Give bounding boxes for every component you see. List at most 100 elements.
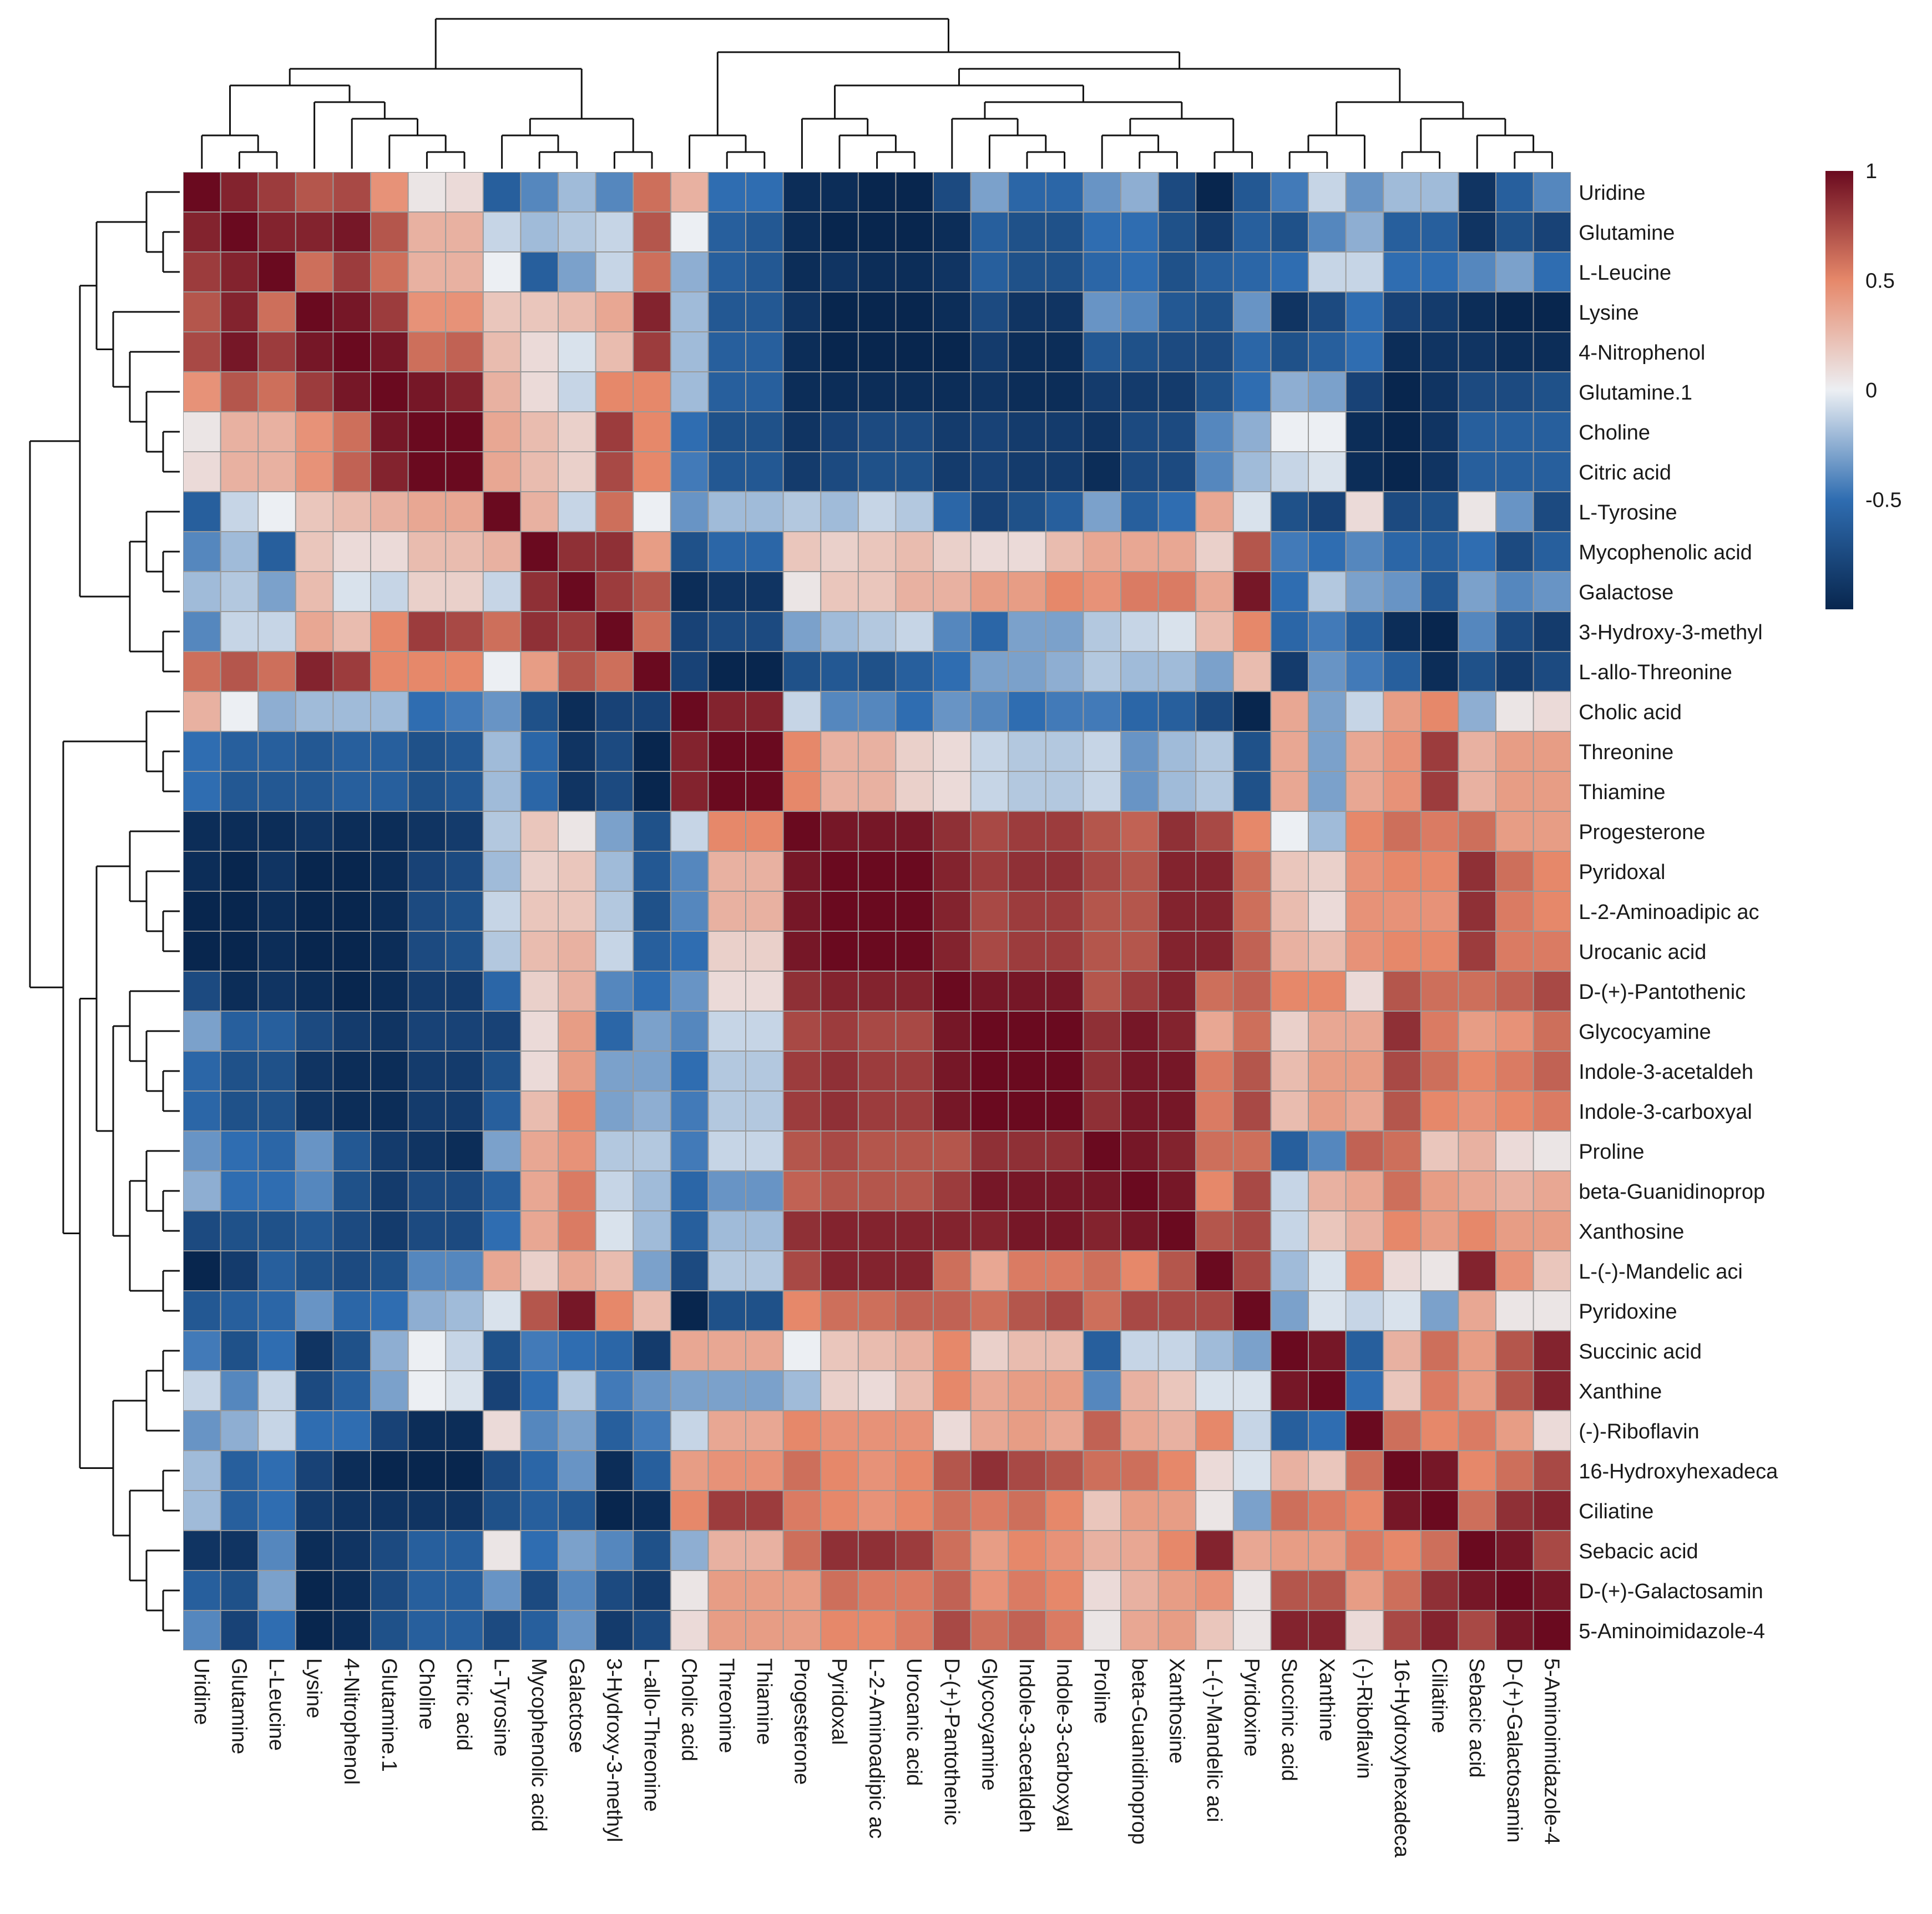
heatmap-cell <box>333 532 370 571</box>
heatmap-cell <box>1309 1132 1346 1170</box>
heatmap-cell <box>783 452 821 491</box>
heatmap-cell <box>371 1132 408 1170</box>
heatmap-cell <box>259 372 295 411</box>
heatmap-cell <box>296 692 333 731</box>
column-label: Ciliatine <box>1428 1658 1451 1733</box>
heatmap-cell <box>184 173 220 211</box>
row-label: beta-Guanidinoprop <box>1579 1180 1765 1204</box>
heatmap-cell <box>1346 652 1383 691</box>
heatmap-cell <box>1534 1611 1571 1650</box>
heatmap-cell <box>259 1411 295 1450</box>
heatmap-cell <box>1196 1451 1233 1490</box>
heatmap-cell <box>1384 1531 1420 1570</box>
row-label: Pyridoxine <box>1579 1300 1677 1324</box>
heatmap-cell <box>333 213 370 251</box>
heatmap-cell <box>221 892 258 931</box>
heatmap-cell <box>521 652 558 691</box>
heatmap-cell <box>259 572 295 611</box>
heatmap-cell <box>1346 1012 1383 1051</box>
heatmap-cell <box>1121 532 1158 571</box>
heatmap-cell <box>1309 1171 1346 1210</box>
heatmap-cell <box>1233 213 1271 251</box>
heatmap-cell <box>709 332 745 371</box>
heatmap-cell <box>1309 812 1346 851</box>
heatmap-cell <box>858 1571 896 1610</box>
heatmap-cell <box>333 1371 370 1410</box>
heatmap-cell <box>709 1092 745 1130</box>
heatmap-cell <box>1346 213 1383 251</box>
heatmap-cell <box>783 1491 821 1530</box>
heatmap-cell <box>596 1171 633 1210</box>
heatmap-cell <box>1009 732 1045 771</box>
heatmap-cell <box>858 812 896 851</box>
heatmap-cell <box>1459 1331 1495 1370</box>
heatmap-cell <box>821 732 858 771</box>
heatmap-cell <box>1046 1371 1083 1410</box>
heatmap-cell <box>559 1331 595 1370</box>
heatmap-cell <box>971 452 1008 491</box>
heatmap-cell <box>1233 732 1271 771</box>
heatmap-cell <box>634 1491 670 1530</box>
heatmap-cell <box>371 1611 408 1650</box>
heatmap-cell <box>671 1291 708 1330</box>
heatmap-cell <box>1121 1132 1158 1170</box>
heatmap-cell <box>1271 572 1308 611</box>
heatmap-cell <box>221 732 258 771</box>
heatmap-cell <box>1159 812 1196 851</box>
heatmap-cell <box>934 412 970 451</box>
column-labels: Uridine Glutamine L-Leucine Lysine 4-Nitroph… <box>190 1658 1564 1858</box>
heatmap-cell <box>671 852 708 891</box>
heatmap-cell <box>1421 932 1458 971</box>
row-label: Urocanic acid <box>1579 941 1706 964</box>
heatmap-cell <box>746 532 783 571</box>
row-label: Galactose <box>1579 581 1673 604</box>
heatmap-cell <box>371 1531 408 1570</box>
heatmap-cell <box>521 213 558 251</box>
heatmap-cell <box>1534 1052 1571 1090</box>
heatmap-cell <box>1496 412 1533 451</box>
heatmap-cell <box>1196 1411 1233 1450</box>
heatmap-cell <box>858 332 896 371</box>
heatmap-cell <box>1496 332 1533 371</box>
heatmap-cell <box>783 1451 821 1490</box>
heatmap-cell <box>1009 372 1045 411</box>
heatmap-cell <box>1009 492 1045 531</box>
heatmap-cell <box>259 772 295 811</box>
heatmap-cell <box>521 1251 558 1290</box>
heatmap-cell <box>1309 1571 1346 1610</box>
heatmap-cell <box>333 812 370 851</box>
heatmap-cell <box>971 1211 1008 1250</box>
heatmap-cell <box>896 1411 933 1450</box>
row-label: D-(+)-Pantothenic <box>1579 981 1746 1004</box>
column-label: Proline <box>1090 1658 1113 1724</box>
heatmap-cell <box>408 532 446 571</box>
heatmap-cell <box>1309 1491 1346 1530</box>
heatmap-cell <box>408 1012 446 1051</box>
heatmap-cell <box>634 1331 670 1370</box>
heatmap-cell <box>934 1171 970 1210</box>
heatmap-cell <box>1421 852 1458 891</box>
heatmap-cell <box>1384 1491 1420 1530</box>
heatmap-cell <box>559 932 595 971</box>
color-legend-bar <box>1825 171 1853 609</box>
heatmap-cell <box>1459 173 1495 211</box>
heatmap-cell <box>634 492 670 531</box>
heatmap-cell <box>259 812 295 851</box>
heatmap-cell <box>934 173 970 211</box>
heatmap-cell <box>521 252 558 291</box>
heatmap-cell <box>1459 1052 1495 1090</box>
heatmap-cell <box>521 732 558 771</box>
heatmap-cell <box>896 292 933 331</box>
heatmap-cell <box>1309 652 1346 691</box>
heatmap-cell <box>1046 652 1083 691</box>
heatmap-cell <box>1346 1611 1383 1650</box>
heatmap-cell <box>671 1052 708 1090</box>
heatmap-cell <box>1534 572 1571 611</box>
heatmap-cell <box>221 292 258 331</box>
heatmap-cell <box>896 732 933 771</box>
heatmap-cell <box>483 892 520 931</box>
heatmap-cell <box>1534 972 1571 1011</box>
heatmap-cell <box>1309 412 1346 451</box>
heatmap-cell <box>1159 1331 1196 1370</box>
heatmap-cell <box>1384 1012 1420 1051</box>
